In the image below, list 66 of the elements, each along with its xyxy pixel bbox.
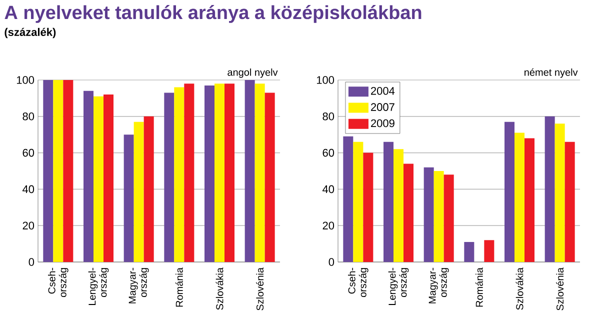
bar xyxy=(53,80,64,262)
bar xyxy=(424,167,434,262)
bar xyxy=(254,84,265,262)
bar xyxy=(343,136,354,262)
bar xyxy=(404,164,414,262)
y-tick-label: 40 xyxy=(22,185,34,194)
y-tick-label: 0 xyxy=(28,258,34,266)
bar xyxy=(564,142,575,262)
bar xyxy=(244,80,255,262)
bar xyxy=(214,84,224,262)
bar xyxy=(434,171,444,262)
bar xyxy=(484,240,494,262)
bar xyxy=(363,152,374,262)
bar xyxy=(504,122,514,262)
bar xyxy=(164,92,174,262)
y-tick-label: 100 xyxy=(16,76,34,84)
x-tick-label: Magyar- ország xyxy=(428,268,449,304)
x-tick-label: Románia xyxy=(475,267,483,307)
bar xyxy=(84,90,94,262)
x-tick-label: Lengyel- ország xyxy=(88,268,109,305)
bar xyxy=(264,92,275,262)
x-tick-label: Lengyel- ország xyxy=(388,268,409,305)
bar xyxy=(464,242,474,262)
bar xyxy=(94,96,104,262)
bar xyxy=(43,80,54,262)
y-tick-label: 40 xyxy=(322,185,334,194)
x-tick-label: Szlovákia xyxy=(216,267,224,310)
y-tick-label: 0 xyxy=(328,258,334,266)
legend-label: 2007 xyxy=(371,103,394,111)
bar xyxy=(63,80,74,262)
x-tick-label: Cseh- ország xyxy=(348,268,368,298)
bar xyxy=(554,124,565,262)
bar xyxy=(174,87,184,262)
y-tick-label: 100 xyxy=(316,76,334,84)
text: angol nyelv xyxy=(228,68,278,78)
y-tick-label: 80 xyxy=(322,112,334,120)
text: német nyelv xyxy=(524,68,578,78)
bar xyxy=(394,149,404,262)
y-tick-label: 20 xyxy=(322,222,334,230)
bar xyxy=(224,84,234,262)
y-tick-label: 20 xyxy=(22,222,34,230)
x-tick-label: Cseh- ország xyxy=(48,268,68,298)
bar xyxy=(124,134,134,262)
bar xyxy=(134,122,144,262)
bar xyxy=(144,116,154,262)
x-tick-label: Magyar- ország xyxy=(128,268,149,304)
legend-label: 2009 xyxy=(371,119,394,128)
chart-subtitle: (százalék) xyxy=(4,28,56,38)
bar xyxy=(353,142,364,262)
x-tick-label: Románia xyxy=(175,267,183,307)
y-tick-label: 80 xyxy=(22,112,34,120)
bar xyxy=(444,174,454,262)
legend-label: 2004 xyxy=(371,87,395,95)
bar xyxy=(384,142,394,262)
bar xyxy=(524,138,534,262)
bar xyxy=(544,116,555,262)
x-tick-label: Szlovénia xyxy=(256,267,264,310)
y-tick-label: 60 xyxy=(22,148,34,157)
x-tick-label: Szlovénia xyxy=(556,267,564,310)
bar xyxy=(104,94,114,262)
chart-title: A nyelveket tanulók aránya a középiskolákban xyxy=(4,5,422,23)
y-tick-label: 60 xyxy=(322,148,334,157)
bar xyxy=(184,84,194,262)
x-tick-label: Szlovákia xyxy=(516,267,524,310)
bar xyxy=(204,85,214,262)
bar xyxy=(514,132,524,262)
